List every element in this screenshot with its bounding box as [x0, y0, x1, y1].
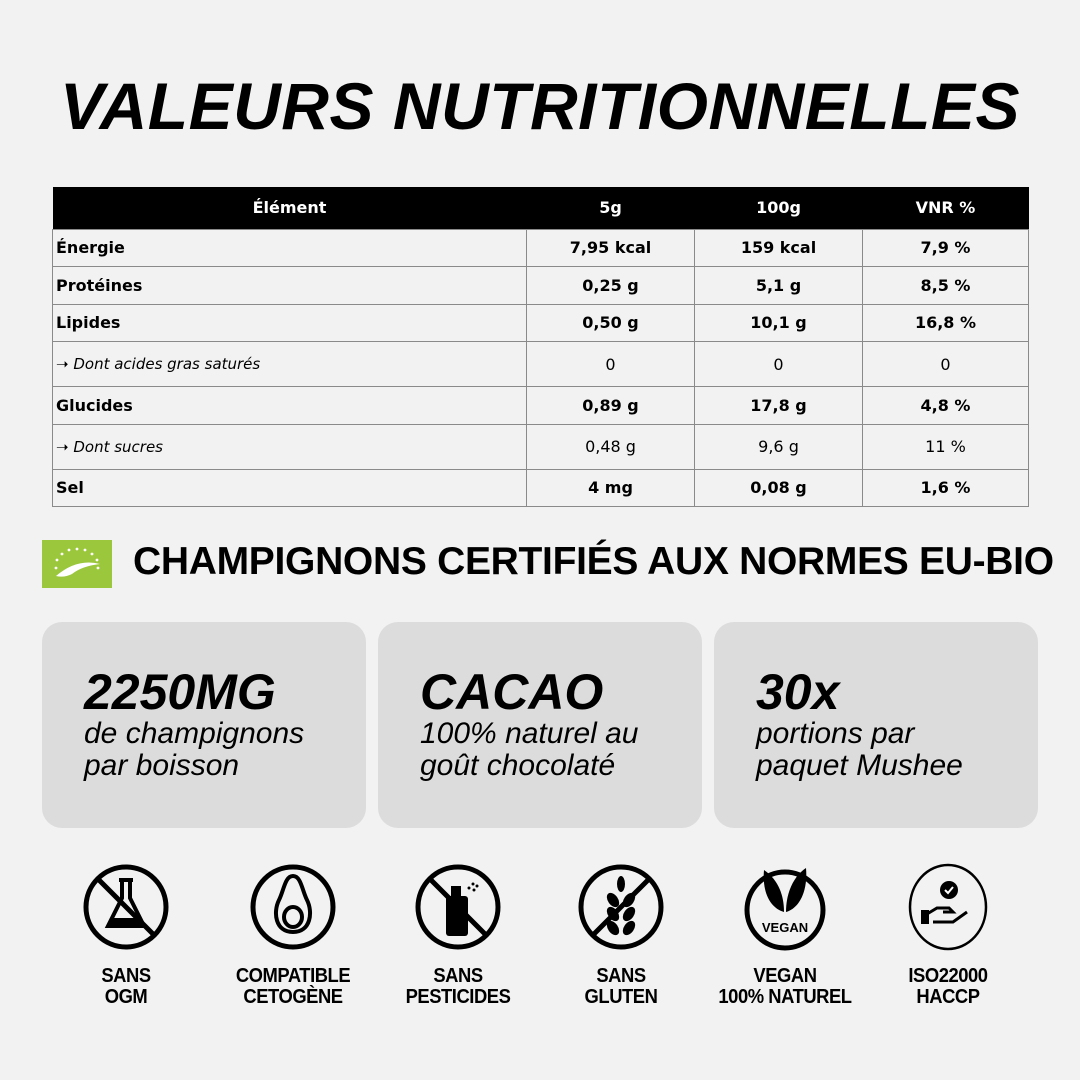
table-row: Sel 4 mg 0,08 g 1,6 %: [52, 468, 1029, 507]
badge-line: PESTICIDES: [405, 986, 511, 1008]
nutrition-table: Élément 5g 100g VNR % Énergie 7,95 kcal 15…: [52, 187, 1029, 507]
row-label: ➝ Dont acides gras saturés: [52, 341, 527, 387]
table-row: Protéines 0,25 g 5,1 g 8,5 %: [52, 266, 1029, 305]
table-row: Glucides 0,89 g 17,8 g 4,8 %: [52, 386, 1029, 425]
card-headline: 2250MG: [84, 664, 276, 720]
row-label: Protéines: [52, 266, 527, 305]
badge-sans-ogm: SANS OGM: [41, 862, 211, 1008]
badge-line: SANS: [596, 965, 646, 987]
header-100g: 100g: [694, 187, 863, 229]
cell-5g: 0: [526, 341, 695, 387]
row-label: Énergie: [52, 228, 527, 267]
vegan-leaves-icon: VEGAN: [744, 868, 826, 951]
cell-100g: 17,8 g: [694, 386, 863, 425]
page-title: VALEURS NUTRITIONNELLES: [60, 69, 1020, 143]
table-row: Lipides 0,50 g 10,1 g 16,8 %: [52, 303, 1029, 342]
badge-line: CETOGÈNE: [243, 986, 343, 1008]
eu-leaf-stars-icon: [54, 547, 100, 577]
no-gmo-flask-icon: [83, 864, 169, 950]
cell-vnr: 16,8 %: [862, 303, 1029, 342]
table-row: ➝ Dont acides gras saturés 0 0 0: [52, 341, 1029, 387]
card-mushroom-dose: 2250MG de champignons par boisson: [42, 622, 366, 828]
eu-organic-logo: [42, 540, 112, 588]
cell-vnr: 0: [862, 341, 1029, 387]
card-line: paquet Mushee: [756, 749, 963, 782]
badge-cetogene: COMPATIBLE CETOGÈNE: [208, 862, 378, 1008]
badge-line: OGM: [104, 986, 148, 1008]
badge-line: GLUTEN: [584, 986, 658, 1008]
row-label: Glucides: [52, 386, 527, 425]
cell-5g: 7,95 kcal: [526, 228, 695, 267]
badge-vegan: VEGAN VEGAN 100% NATUREL: [700, 862, 870, 1008]
cell-100g: 159 kcal: [694, 228, 863, 267]
badge-line: SANS: [101, 965, 151, 987]
table-row: ➝ Dont sucres 0,48 g 9,6 g 11 %: [52, 423, 1029, 470]
row-label: Sel: [52, 468, 527, 507]
card-portions: 30x portions par paquet Mushee: [714, 622, 1038, 828]
card-line: portions par: [756, 717, 915, 750]
table-row: Énergie 7,95 kcal 159 kcal 7,9 %: [52, 228, 1029, 267]
card-headline: CACAO: [420, 664, 604, 720]
avocado-icon: [250, 864, 336, 950]
cell-100g: 5,1 g: [694, 266, 863, 305]
header-5g: 5g: [526, 187, 695, 229]
cell-vnr: 11 %: [862, 423, 1029, 470]
badge-sans-gluten: SANS GLUTEN: [536, 862, 706, 1008]
card-headline: 30x: [756, 664, 840, 720]
badge-line: ISO22000: [908, 965, 988, 987]
hand-certified-icon: [908, 863, 988, 951]
header-vnr: VNR %: [862, 187, 1029, 229]
card-line: par boisson: [84, 749, 240, 782]
cell-100g: 9,6 g: [694, 423, 863, 470]
card-line: de champignons: [84, 717, 305, 750]
cell-5g: 0,50 g: [526, 303, 695, 342]
cell-vnr: 1,6 %: [862, 468, 1029, 507]
cell-vnr: 4,8 %: [862, 386, 1029, 425]
card-line: 100% naturel au: [420, 717, 639, 750]
badge-line: HACCP: [916, 986, 980, 1008]
badge-line: VEGAN: [753, 965, 817, 987]
table-header: Élément 5g 100g VNR %: [52, 187, 1029, 229]
cell-5g: 0,25 g: [526, 266, 695, 305]
cell-vnr: 7,9 %: [862, 228, 1029, 267]
no-pesticide-spray-icon: [415, 864, 501, 950]
badge-sans-pesticides: SANS PESTICIDES: [373, 862, 543, 1008]
vegan-icon-text: VEGAN: [762, 920, 808, 935]
row-label: ➝ Dont sucres: [52, 423, 527, 470]
cell-5g: 0,89 g: [526, 386, 695, 425]
certification-text: CHAMPIGNONS CERTIFIÉS AUX NORMES EU-BIO: [133, 540, 1054, 583]
no-gluten-wheat-icon: [578, 864, 664, 950]
badge-iso: ISO22000 HACCP: [863, 862, 1033, 1008]
badge-line: SANS: [433, 965, 483, 987]
cell-5g: 4 mg: [526, 468, 695, 507]
badge-line: 100% NATUREL: [718, 986, 852, 1008]
header-element: Élément: [52, 187, 527, 229]
cell-5g: 0,48 g: [526, 423, 695, 470]
row-label: Lipides: [52, 303, 527, 342]
cell-vnr: 8,5 %: [862, 266, 1029, 305]
badge-line: COMPATIBLE: [235, 965, 351, 987]
cell-100g: 10,1 g: [694, 303, 863, 342]
cell-100g: 0,08 g: [694, 468, 863, 507]
card-cacao: CACAO 100% naturel au goût chocolaté: [378, 622, 702, 828]
card-line: goût chocolaté: [420, 749, 616, 782]
cell-100g: 0: [694, 341, 863, 387]
